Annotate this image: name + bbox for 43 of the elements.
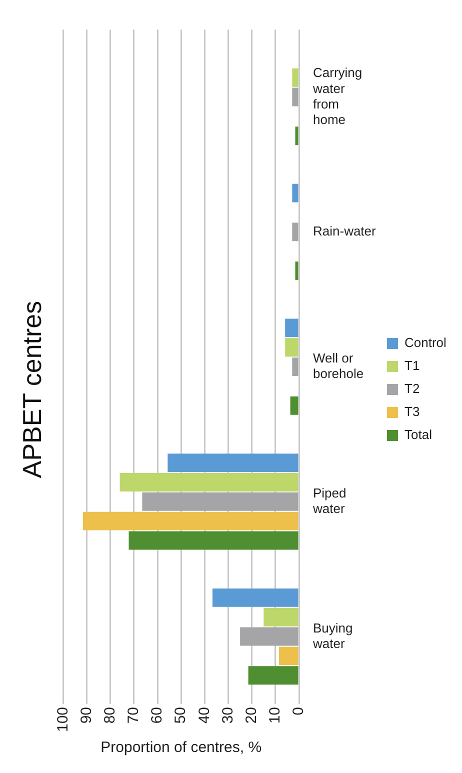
bar	[278, 646, 298, 666]
x-tick-label: 0	[290, 706, 308, 716]
x-tick-label: 50	[172, 706, 190, 724]
y-tick-label: Well or borehole	[313, 350, 364, 382]
bar	[142, 492, 298, 511]
bar	[248, 666, 298, 685]
legend-label: Total	[404, 427, 432, 442]
legend-label: Control	[404, 335, 447, 350]
y-tick-label: Carrying water from home	[312, 65, 362, 128]
x-tick-label: 40	[196, 706, 213, 724]
x-axis-title: Proportion of centres, %	[100, 739, 262, 756]
bar	[290, 396, 298, 415]
y-tick-label: Buying water	[312, 620, 353, 651]
bar	[285, 338, 298, 357]
bar	[212, 588, 298, 607]
bar	[295, 126, 298, 146]
text: APBET centres	[16, 300, 47, 478]
bar	[292, 88, 298, 106]
bar	[292, 184, 298, 202]
x-tick-label: 80	[102, 706, 118, 724]
y-tick-label: Rain-water	[313, 223, 377, 238]
bar	[240, 627, 298, 646]
bar	[295, 262, 298, 280]
x-tick-label: 90	[78, 706, 95, 724]
legend-label: T1	[404, 358, 420, 374]
y-tick-label: Piped water	[312, 485, 346, 516]
legend-label: T3	[404, 404, 420, 420]
x-tick-label: 30	[219, 706, 236, 724]
x-tick-label: 10	[266, 706, 284, 724]
bar	[120, 473, 298, 492]
x-tick-label: 20	[242, 706, 260, 724]
bar	[168, 454, 298, 472]
x-tick-label: 60	[148, 706, 166, 724]
bar	[264, 608, 298, 626]
bar	[292, 358, 298, 376]
bar	[83, 512, 298, 530]
x-tick-label: 70	[125, 706, 142, 724]
x-tick-label: 100	[54, 706, 72, 732]
legend-label: T2	[404, 381, 420, 396]
bar	[285, 318, 298, 338]
bar	[128, 531, 298, 550]
bar	[292, 222, 298, 242]
bar	[292, 68, 298, 87]
